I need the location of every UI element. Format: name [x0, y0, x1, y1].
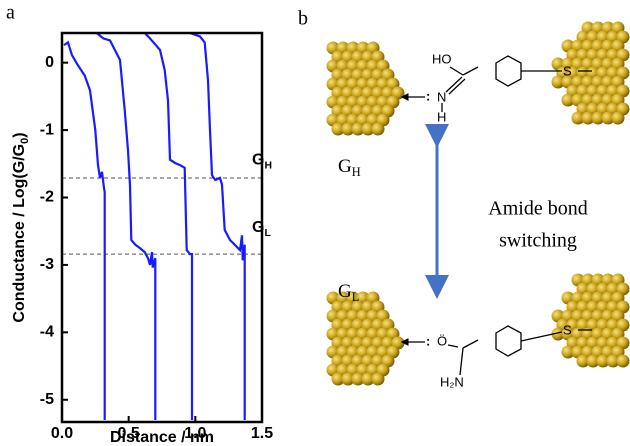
gold-atom — [591, 111, 605, 125]
diagram-text: S — [563, 322, 572, 337]
text-part: G — [252, 219, 264, 236]
diagram-text: S — [563, 63, 572, 78]
text-part: H — [264, 160, 272, 171]
text-part: L — [352, 290, 360, 304]
diagram-text: : — [426, 333, 430, 348]
trace — [63, 40, 106, 420]
gold-atom — [616, 354, 630, 368]
subscript-label: GH — [252, 152, 272, 172]
trace — [143, 33, 194, 420]
gold-atom — [361, 372, 375, 386]
trace — [96, 33, 157, 420]
x-tick-label: 1.0 — [184, 425, 206, 442]
text-part: L — [264, 228, 271, 239]
subscript-label: GH — [338, 156, 361, 178]
text-part: Conductance / Log(G/G — [11, 144, 28, 323]
gold-electrodes — [326, 21, 630, 386]
x-tick-label: 0.0 — [51, 425, 73, 442]
gold-atom — [351, 372, 365, 386]
switch-label: switching — [499, 230, 577, 252]
gold-atom — [596, 354, 610, 368]
gold-atom — [371, 122, 385, 136]
subscript-label: GL — [338, 281, 359, 303]
diagram-text: : — [426, 88, 430, 103]
text-part: ) — [11, 132, 28, 137]
trace — [189, 33, 246, 420]
text-part: G — [252, 152, 264, 169]
gold-atom — [371, 372, 385, 386]
diagram-text: N — [437, 89, 446, 104]
plot-frame — [60, 31, 264, 424]
gold-atom — [586, 354, 600, 368]
gold-atom — [331, 372, 345, 386]
molecule-top — [400, 55, 592, 112]
diagram-text: H₂N — [440, 374, 464, 389]
diagram-text: Ö — [437, 333, 447, 348]
gold-atom — [601, 111, 615, 125]
panel-label: a — [6, 2, 15, 24]
panel-label: b — [298, 8, 308, 30]
y-tick-label: -3 — [40, 256, 54, 273]
y-tick-label: -1 — [40, 121, 54, 138]
gold-atom — [581, 111, 595, 125]
y-tick-label: -2 — [40, 189, 54, 206]
gold-atom — [561, 93, 575, 107]
text-part: G — [338, 156, 352, 177]
text-part: G — [338, 281, 352, 302]
subscript-label: GL — [252, 219, 271, 239]
gold-atom — [551, 327, 565, 341]
gold-atom — [606, 354, 620, 368]
diagram-text: H — [437, 109, 446, 124]
switch-label: Amide bond — [488, 198, 587, 220]
x-tick-label: 0.5 — [118, 425, 140, 442]
y-axis-title: Conductance / Log(G/G0) — [11, 132, 31, 322]
gold-atom — [551, 75, 565, 89]
gold-atom — [576, 354, 590, 368]
gold-atom — [331, 122, 345, 136]
gold-atom — [611, 111, 625, 125]
gold-atom — [351, 122, 365, 136]
diagram-text: HO — [432, 51, 452, 66]
y-tick-label: 0 — [45, 54, 54, 71]
text-part: H — [352, 165, 361, 179]
gold-atom — [341, 122, 355, 136]
gold-atom — [341, 372, 355, 386]
y-tick-label: -4 — [40, 324, 54, 341]
molecule-bottom — [400, 325, 592, 376]
gold-atom — [361, 122, 375, 136]
gold-atom — [571, 111, 585, 125]
text-part: 0 — [19, 138, 31, 144]
x-axis-title: Distance / nm — [110, 429, 214, 446]
gold-atom — [561, 345, 575, 359]
y-tick-label: -5 — [40, 391, 54, 408]
x-tick-label: 1.5 — [251, 425, 273, 442]
